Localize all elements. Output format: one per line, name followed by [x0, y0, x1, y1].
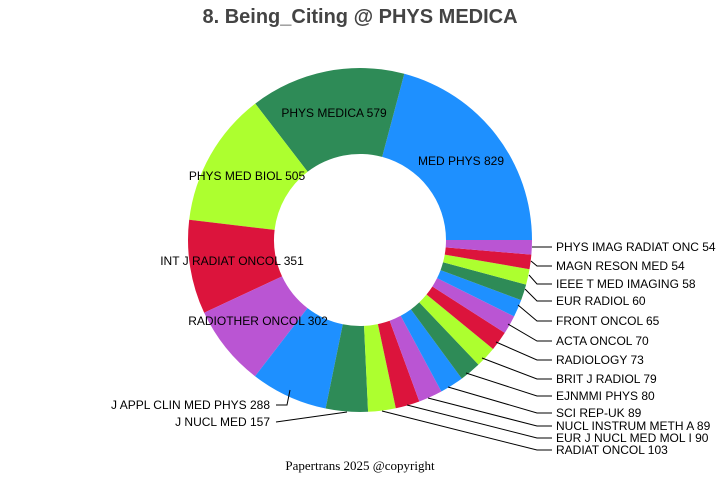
leader-line	[481, 357, 552, 380]
slice-acta-oncol	[432, 278, 515, 333]
slice-ejnmmi-phys	[410, 302, 479, 379]
slice-label: PHYS MED BIOL 505	[189, 169, 306, 183]
slice-ieee-t-med-imaging	[443, 254, 530, 285]
slice-labels: MED PHYS 829 PHYS MEDICA 579 PHYS MED BIOL…	[111, 106, 716, 457]
slice-label: PHYS IMAG RADIAT ONC 54	[556, 240, 716, 254]
leader-line	[528, 274, 552, 285]
slice-front-oncol	[437, 270, 522, 317]
slice-eur-radiol	[440, 262, 527, 301]
slice-label: PHYS MEDICA 579	[281, 106, 387, 120]
slice-label: J APPL CLIN MED PHYS 288	[111, 398, 270, 412]
leader-line	[465, 372, 552, 397]
slice-label: RADIOTHER ONCOL 302	[188, 314, 328, 328]
slice-label: J NUCL MED 157	[175, 415, 270, 429]
leader-line	[381, 410, 552, 451]
leader-line	[406, 404, 552, 439]
slice-label: SCI REP-UK 89	[556, 406, 642, 420]
slice-label: MED PHYS 829	[418, 154, 504, 168]
leader-lines	[275, 246, 552, 451]
slice-nucl-instrum-meth-a	[389, 315, 442, 402]
slice-phys-med-biol	[189, 103, 308, 230]
slice-phys-medica	[255, 68, 405, 172]
slice-radiother-oncol	[204, 276, 308, 377]
slice-label: BRIT J RADIOL 79	[556, 372, 657, 386]
slice-j-appl-clin-med-phys	[255, 308, 343, 409]
slice-magn-reson-med	[444, 247, 532, 270]
leader-line	[524, 288, 552, 302]
chart-title: 8. Being_Citing @ PHYS MEDICA	[202, 6, 518, 28]
leader-line	[495, 341, 552, 361]
donut-slices	[188, 68, 532, 412]
slice-label: ACTA ONCOL 70	[556, 334, 649, 348]
leader-line	[276, 389, 291, 406]
slice-brit-j-radiol	[419, 294, 494, 365]
leader-line	[427, 397, 552, 427]
slice-eur-j-nucl-med-mol-i	[377, 320, 420, 409]
leader-line	[507, 323, 552, 342]
slice-radiology	[426, 286, 505, 349]
slice-label: RADIOLOGY 73	[556, 353, 644, 367]
slice-label: IEEE T MED IMAGING 58	[556, 277, 696, 291]
slice-sci-rep-uk	[400, 309, 462, 392]
slice-label: MAGN RESON MED 54	[556, 259, 685, 273]
slice-j-nucl-med	[325, 324, 369, 412]
slice-label: FRONT ONCOL 65	[556, 314, 660, 328]
slice-label: EJNMMI PHYS 80	[556, 389, 655, 403]
slice-radiat-oncol	[364, 324, 396, 412]
leader-line	[530, 260, 552, 267]
copyright-footer: Papertrans 2025 @copyright	[285, 458, 435, 473]
slice-label: INT J RADIAT ONCOL 351	[160, 254, 304, 268]
slice-label: EUR J NUCL MED MOL I 90	[556, 431, 709, 445]
slice-label: RADIAT ONCOL 103	[556, 443, 668, 457]
slice-label: NUCL INSTRUM METH A 89	[556, 419, 711, 433]
slice-med-phys	[382, 73, 532, 240]
leader-line	[447, 386, 552, 414]
slice-int-j-radiat-oncol	[188, 219, 283, 313]
leader-line	[275, 411, 348, 423]
slice-phys-imag-radiat-onc	[445, 240, 532, 255]
leader-line	[517, 304, 552, 322]
slice-label: EUR RADIOL 60	[556, 294, 646, 308]
